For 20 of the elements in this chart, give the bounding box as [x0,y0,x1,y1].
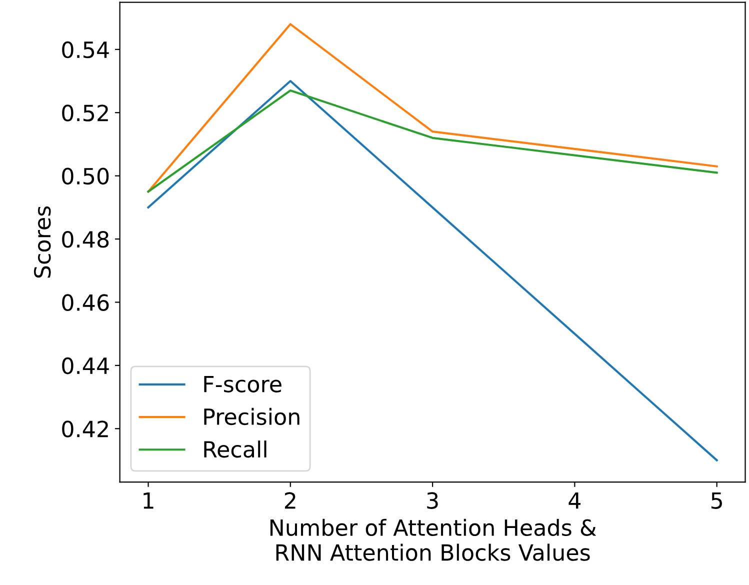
x-axis-title: Number of Attention Heads & RNN Attention Blocks Values [270,518,596,561]
x-tick-label: 4 [568,492,581,509]
x-tick-label: 1 [144,492,154,509]
line-series [147,23,718,193]
x-tick-label: 2 [284,492,296,509]
y-tick-label: 0.44 [62,357,109,374]
y-tick-label: 0.54 [62,41,109,58]
line-series [147,89,718,193]
x-tick-label: 5 [711,492,722,509]
y-tick-label: 0.48 [62,230,109,248]
y-tick-label: 0.42 [62,420,108,438]
legend-label: Recall [204,440,266,458]
legend-label: Precision [204,408,300,426]
line-series [147,80,718,462]
legend-label: F-score [204,376,282,392]
y-tick-label: 0.46 [62,294,109,311]
x-tick-label: 3 [427,492,438,509]
y-tick-label: 0.50 [62,168,109,185]
y-axis-title: Scores [34,206,51,278]
y-tick-label: 0.52 [62,104,108,122]
